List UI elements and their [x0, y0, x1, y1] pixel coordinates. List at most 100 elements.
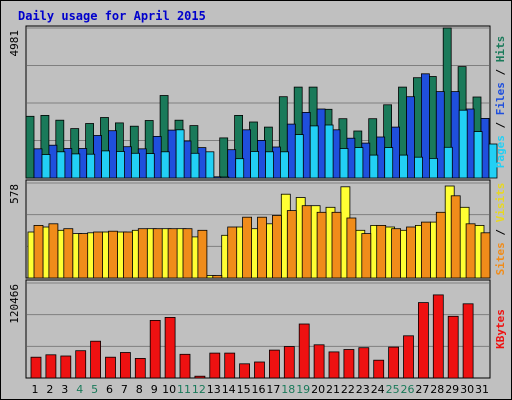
day-label-11: 11	[177, 383, 191, 396]
bar-files-day-28	[435, 91, 445, 179]
bar-sites-day-29	[450, 195, 461, 279]
bar-sites-day-2	[48, 223, 59, 279]
bar-sites-day-13	[212, 275, 223, 279]
day-label-23: 23	[356, 383, 370, 396]
bar-pages-day-10	[175, 129, 185, 179]
bar-kbytes-day-1	[30, 356, 42, 379]
bar-files-day-26	[406, 96, 415, 179]
legend-entry: Files	[494, 82, 507, 115]
bar-hits-day-1	[25, 115, 35, 179]
legend-kbytes: KBytes	[494, 309, 507, 349]
bar-sites-day-17	[271, 215, 282, 279]
series-files	[33, 73, 490, 179]
bar-sites-day-23	[361, 233, 372, 279]
bar-pages-day-28	[443, 146, 453, 179]
bar-kbytes-day-9	[149, 319, 161, 379]
legend-entry: Hits	[494, 36, 507, 63]
day-label-26: 26	[401, 383, 415, 396]
bar-pages-day-29	[458, 109, 468, 179]
day-label-10: 10	[162, 383, 176, 396]
bar-kbytes-day-28	[432, 294, 444, 379]
bar-pages-day-22	[354, 147, 364, 179]
bar-pages-day-13	[220, 176, 230, 179]
bar-kbytes-day-17	[268, 349, 280, 379]
legend-entry: Visits	[494, 183, 507, 223]
day-label-5: 5	[91, 383, 98, 396]
day-label-3: 3	[61, 383, 68, 396]
day-label-21: 21	[326, 383, 340, 396]
day-label-12: 12	[192, 383, 206, 396]
bar-pages-day-8	[145, 153, 155, 179]
bar-kbytes-day-29	[447, 315, 459, 379]
bar-kbytes-day-14	[224, 352, 236, 379]
day-label-24: 24	[371, 383, 385, 396]
bar-sites-day-4	[78, 233, 89, 279]
panel-sites-visits: 578 Sites / Visits	[8, 179, 507, 279]
legend-entry: KBytes	[494, 309, 507, 349]
bar-files-day-14	[227, 149, 237, 179]
bar-sites-day-19	[301, 205, 312, 279]
day-label-22: 22	[341, 383, 355, 396]
bar-sites-day-27	[420, 221, 431, 279]
day-label-30: 30	[460, 383, 474, 396]
day-label-7: 7	[121, 383, 128, 396]
bar-sites-day-7	[123, 231, 133, 279]
day-label-14: 14	[222, 383, 236, 396]
bar-kbytes-day-30	[462, 303, 474, 379]
day-label-25: 25	[386, 383, 400, 396]
day-label-9: 9	[151, 383, 158, 396]
bar-sites-day-25	[391, 228, 402, 279]
series-kbytes	[30, 294, 474, 379]
series-sites	[33, 195, 491, 279]
day-label-27: 27	[415, 383, 429, 396]
day-label-18: 18	[281, 383, 295, 396]
bar-sites-day-1	[33, 224, 44, 279]
bar-kbytes-day-6	[105, 356, 116, 379]
bar-sites-day-22	[346, 217, 357, 279]
bar-pages-day-20	[324, 124, 334, 179]
bar-kbytes-day-20	[313, 344, 325, 379]
bar-sites-day-9	[152, 228, 163, 279]
day-label-6: 6	[106, 383, 113, 396]
bar-kbytes-day-11	[179, 353, 191, 379]
bar-kbytes-day-8	[134, 357, 146, 379]
bar-sites-day-31	[480, 232, 491, 279]
chart-title: Daily usage for April 2015	[18, 9, 206, 23]
day-labels: 1 2 3 4 5 6 7 8 9 10 11 12 13 14 15 16 17 18 19 20 21 22 23 24 2…	[32, 383, 490, 396]
bar-kbytes-day-22	[343, 349, 355, 379]
y-tick-label: 578	[8, 184, 21, 204]
bar-kbytes-day-5	[90, 340, 101, 379]
bar-kbytes-day-2	[45, 354, 57, 379]
bar-kbytes-day-4	[75, 350, 87, 379]
bar-kbytes-day-24	[373, 359, 385, 379]
legend-entry: Sites	[494, 242, 507, 275]
bar-pages-day-26	[414, 156, 423, 179]
bar-sites-day-6	[108, 230, 118, 279]
bar-pages-day-23	[369, 154, 379, 179]
day-label-17: 17	[266, 383, 280, 396]
legend-entry: /	[494, 115, 507, 135]
day-label-20: 20	[311, 383, 325, 396]
bar-kbytes-day-13	[209, 352, 221, 379]
bar-pages-day-31	[488, 143, 498, 179]
bar-kbytes-day-27	[417, 302, 429, 379]
bar-files-day-1	[33, 148, 43, 179]
bar-kbytes-day-23	[358, 347, 370, 379]
day-label-15: 15	[237, 383, 251, 396]
bar-pages-day-6	[116, 151, 125, 179]
bar-pages-day-30	[473, 131, 483, 179]
series-pages	[41, 109, 498, 179]
day-label-13: 13	[207, 383, 221, 396]
bar-files-day-27	[420, 73, 430, 179]
bar-pages-day-16	[265, 151, 274, 179]
day-label-2: 2	[46, 383, 53, 396]
bar-kbytes-day-18	[283, 346, 295, 379]
bar-pages-day-17	[279, 151, 289, 179]
day-label-28: 28	[430, 383, 444, 396]
legend-entry: Pages	[494, 135, 507, 168]
legend-entry: /	[494, 222, 507, 242]
bar-pages-day-14	[235, 158, 245, 179]
day-label-8: 8	[136, 383, 143, 396]
bar-kbytes-day-3	[60, 355, 72, 379]
bar-kbytes-day-21	[328, 351, 340, 379]
